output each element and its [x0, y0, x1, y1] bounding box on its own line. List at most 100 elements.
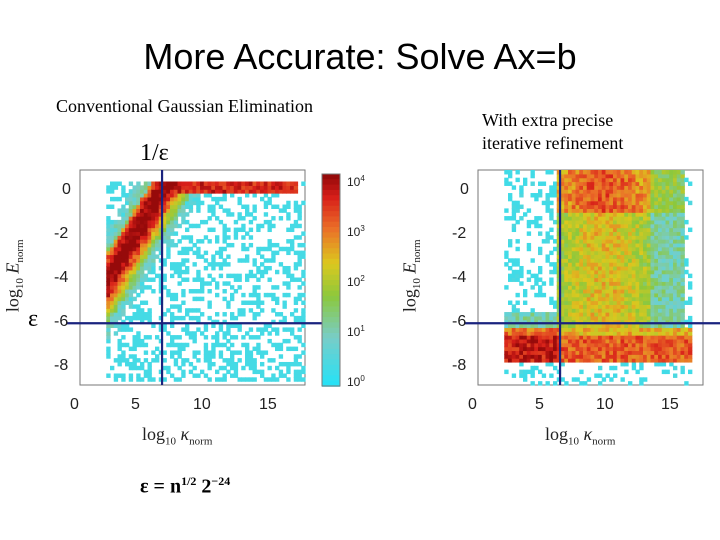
heatmap-cell [132, 223, 137, 229]
heatmap-cell [504, 335, 509, 340]
heatmap-cell [143, 369, 149, 375]
heatmap-cell [117, 361, 122, 367]
heatmap-cell [571, 200, 577, 206]
heatmap-cell [143, 196, 149, 202]
heatmap-cell [143, 246, 149, 252]
heatmap-cell [106, 269, 111, 275]
heatmap-cell [560, 281, 565, 286]
heatmap-cell [260, 254, 265, 259]
heatmap-cell [218, 273, 224, 279]
heatmap-cell [196, 193, 201, 198]
heatmap-cell [654, 342, 659, 348]
heatmap-cell [226, 273, 231, 279]
heatmap-cell [586, 269, 592, 275]
heatmap-cell [301, 181, 306, 186]
heatmap-cell [680, 289, 685, 294]
heatmap-cell [549, 315, 554, 321]
heatmap-cell [147, 254, 152, 259]
heatmap-cell [207, 193, 212, 198]
heatmap-cell [680, 185, 685, 190]
heatmap-cell [200, 200, 205, 206]
heatmap-cell [579, 208, 584, 213]
heatmap-cell [113, 231, 119, 236]
heatmap-cell [616, 319, 622, 325]
heatmap-cell [162, 193, 167, 198]
heatmap-cell [538, 265, 543, 271]
heatmap-cell [117, 273, 122, 279]
heatmap-cell [113, 373, 119, 378]
heatmap-cell [579, 250, 584, 256]
heatmap-cell [673, 285, 678, 290]
heatmap-cell [556, 346, 562, 352]
heatmap-cell [560, 312, 565, 317]
heatmap-cell [601, 216, 607, 221]
heatmap-cell [594, 173, 599, 179]
heatmap-cell [605, 323, 610, 329]
heatmap-cell [680, 327, 685, 332]
heatmap-cell [575, 177, 580, 183]
heatmap-cell [188, 223, 194, 229]
heatmap-cell [511, 327, 517, 332]
heatmap-cell [147, 208, 152, 213]
heatmap-cell [143, 231, 149, 236]
heatmap-cell [669, 208, 674, 213]
heatmap-cell [192, 200, 197, 206]
heatmap-cell [526, 358, 532, 363]
heatmap-cell [173, 216, 179, 221]
heatmap-cell [624, 300, 629, 305]
heatmap-cell [267, 331, 272, 336]
heatmap-cell [635, 193, 640, 198]
heatmap-cell [556, 277, 562, 282]
heatmap-cell [519, 265, 524, 271]
heatmap-cell [575, 200, 580, 206]
heatmap-cell [560, 208, 565, 213]
heatmap-cell [605, 346, 610, 352]
heatmap-cell [248, 308, 254, 313]
heatmap-cell [665, 254, 670, 259]
heatmap-cell [654, 273, 659, 279]
heatmap-cell [665, 338, 670, 344]
heatmap-cell [613, 193, 618, 198]
heatmap-cell [523, 312, 528, 317]
heatmap-cell [271, 258, 276, 263]
heatmap-cell [601, 300, 607, 305]
heatmap-cell [511, 277, 517, 282]
heatmap-cell [125, 277, 130, 282]
heatmap-cell [132, 258, 137, 263]
heatmap-cell [113, 254, 119, 259]
heatmap-cell [605, 212, 610, 217]
heatmap-cell [147, 269, 152, 275]
heatmap-cell [185, 181, 190, 186]
heatmap-cell [553, 365, 558, 371]
heatmap-cell [639, 204, 644, 209]
heatmap-cell [665, 315, 670, 321]
heatmap-cell [286, 338, 291, 344]
heatmap-cell [571, 304, 577, 309]
heatmap-cell [676, 216, 682, 221]
heatmap-cell [188, 189, 194, 194]
heatmap-cell [613, 177, 618, 183]
heatmap-cell [560, 242, 565, 248]
heatmap-cell [598, 269, 603, 275]
colorbar-tick-3: 103 [347, 224, 365, 239]
colorbar-segment [322, 311, 340, 318]
heatmap-cell [192, 331, 197, 336]
heatmap-cell [635, 354, 640, 359]
heatmap-cell [575, 219, 580, 225]
heatmap-cell [673, 189, 678, 194]
heatmap-cell [113, 323, 119, 329]
heatmap-cell [583, 231, 588, 236]
heatmap-cell [586, 342, 592, 348]
heatmap-cell [136, 200, 141, 206]
heatmap-cell [586, 315, 592, 321]
heatmap-cell [215, 235, 220, 240]
heatmap-cell [590, 212, 595, 217]
heatmap-cell [211, 277, 216, 282]
heatmap-cell [143, 350, 149, 355]
heatmap-cell [590, 262, 595, 267]
heatmap-cell [252, 193, 257, 198]
heatmap-cell [530, 181, 535, 186]
heatmap-cell [571, 296, 577, 302]
heatmap-cell [534, 346, 539, 352]
heatmap-cell [523, 369, 528, 375]
